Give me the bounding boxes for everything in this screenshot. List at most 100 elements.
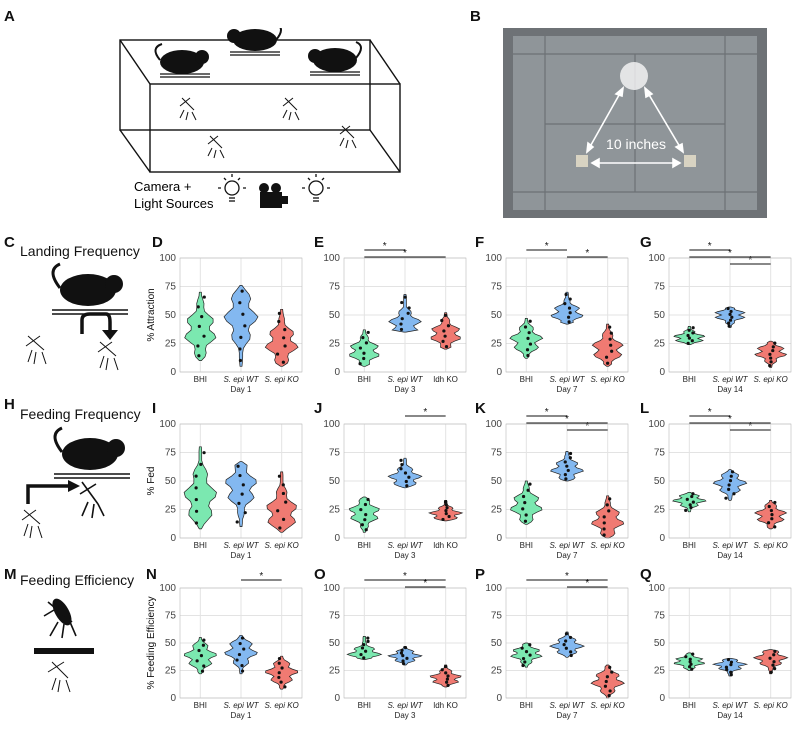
data-point [400, 317, 404, 321]
violin-ldh-ko [429, 664, 462, 688]
data-point [689, 506, 693, 510]
data-point [566, 315, 571, 319]
data-point [730, 315, 734, 319]
data-point [732, 492, 736, 496]
y-tick-label: 25 [654, 339, 666, 350]
x-tick-label: BHI [194, 541, 207, 550]
data-point [727, 324, 731, 328]
data-point [728, 318, 733, 322]
x-tick-label: ldh KO [433, 701, 457, 710]
data-point [358, 346, 362, 350]
data-point [726, 658, 731, 662]
panel-letter-p: P [475, 566, 486, 583]
light-bulb-icon [218, 174, 246, 202]
data-point [689, 662, 693, 666]
x-tick-label: ldh KO [433, 375, 457, 384]
data-point [569, 650, 573, 654]
y-tick-label: 50 [329, 310, 341, 321]
mosquito-icon [21, 509, 43, 539]
data-point [770, 517, 774, 521]
data-point [602, 527, 606, 531]
data-point [610, 349, 614, 353]
panel-letter-g: G [640, 234, 652, 251]
y-tick-label: 25 [329, 666, 341, 677]
mosquito-icon [43, 598, 77, 639]
data-point [194, 486, 198, 490]
day-label: Day 14 [717, 711, 743, 720]
data-point [523, 501, 527, 505]
y-tick-label: 0 [170, 367, 176, 378]
data-point [528, 482, 532, 486]
data-point [773, 525, 777, 529]
y-tick-label: 50 [329, 476, 341, 487]
data-point [366, 636, 370, 640]
violin-chart-l: 0 25 50 75 100 BHI S. epi WT S. epi KO Day 14 * * * [648, 407, 792, 560]
data-point [773, 667, 777, 671]
x-tick-label: S. epi WT [549, 701, 585, 710]
y-tick-label: 75 [329, 611, 341, 622]
data-point [280, 666, 284, 670]
violin-bhi [510, 642, 543, 668]
data-point [199, 654, 204, 658]
data-point [242, 647, 246, 651]
data-point [604, 679, 608, 684]
data-point [363, 502, 368, 507]
data-point [564, 646, 568, 650]
data-point [444, 664, 448, 669]
violin-s-epi-wt [548, 631, 586, 658]
data-point [691, 500, 695, 504]
violin-s-epi-ko [591, 323, 624, 367]
x-tick-label: BHI [683, 541, 696, 550]
data-point [602, 515, 606, 519]
data-point [568, 451, 573, 456]
data-point [609, 331, 613, 335]
data-point [602, 533, 606, 537]
data-point [564, 639, 568, 643]
data-point [402, 662, 406, 666]
x-tick-label: S. epi WT [549, 375, 585, 384]
data-point [528, 319, 532, 323]
data-point [403, 646, 408, 650]
data-point [690, 667, 694, 671]
violin-chart-d: 0 25 50 75 100 % Attraction BHI S. epi WT S. epi… [146, 253, 303, 394]
day-label: Day 14 [717, 385, 743, 394]
data-point [441, 517, 445, 522]
data-point [524, 650, 529, 654]
data-point [564, 292, 568, 297]
data-point [201, 643, 205, 647]
x-tick-label: BHI [194, 375, 207, 384]
y-tick-label: 75 [165, 611, 177, 622]
panel-letter-a: A [4, 8, 15, 25]
data-point [399, 467, 403, 471]
data-point [521, 663, 525, 668]
y-tick-label: 100 [323, 253, 340, 264]
mosquito-icon [47, 661, 71, 693]
x-tick-label: S. epi WT [712, 375, 748, 384]
data-point [401, 654, 405, 658]
day-label: Day 3 [395, 385, 416, 394]
data-point [769, 508, 773, 513]
data-point [195, 659, 199, 663]
data-point [240, 636, 245, 640]
data-point [684, 508, 688, 512]
significance-star: * [748, 421, 752, 432]
data-point [527, 331, 531, 335]
data-point [277, 319, 281, 324]
day-label: Day 7 [557, 711, 578, 720]
significance-star: * [383, 241, 387, 252]
data-point [403, 471, 408, 475]
panel-letter-c: C [4, 234, 15, 251]
data-point [523, 660, 527, 664]
row-title-landing: Landing Frequency [20, 243, 140, 259]
data-point [238, 347, 242, 351]
plot-frame [343, 257, 467, 373]
data-point [283, 344, 287, 348]
data-point [240, 663, 244, 668]
x-tick-label: BHI [520, 701, 533, 710]
data-point [194, 509, 199, 513]
data-point [566, 468, 570, 473]
data-point [358, 362, 362, 366]
y-axis-label: % Fed [146, 467, 157, 496]
y-tick-label: 25 [329, 339, 341, 350]
data-point [444, 509, 448, 513]
